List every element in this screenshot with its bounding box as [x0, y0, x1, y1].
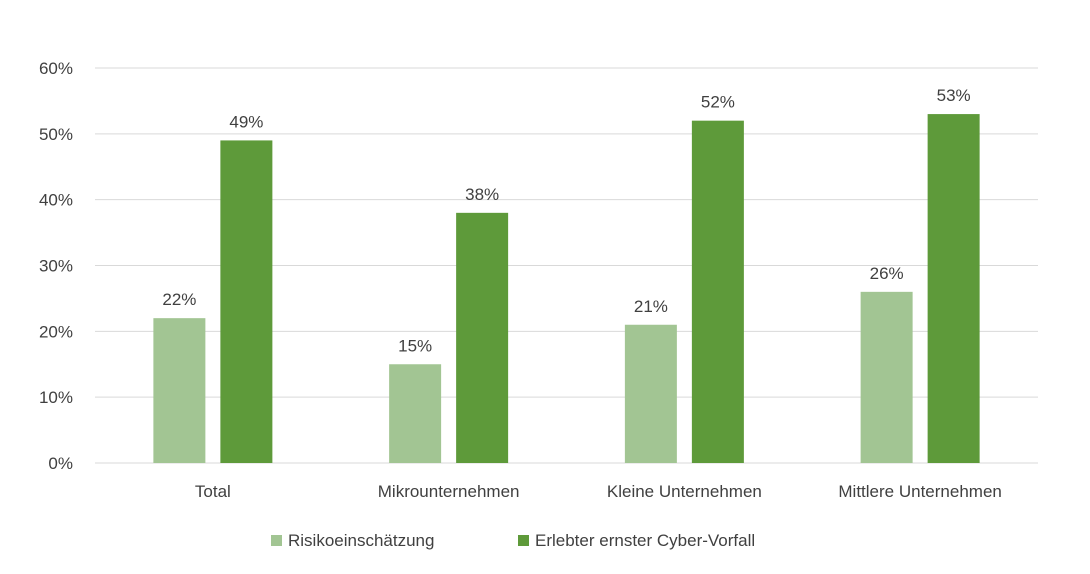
- bar: [456, 212, 509, 463]
- bar: [153, 318, 206, 463]
- data-label: 21%: [634, 297, 668, 316]
- bar: [389, 364, 442, 463]
- bars: [153, 114, 980, 464]
- y-tick-label: 60%: [39, 59, 73, 78]
- bar: [220, 140, 273, 463]
- data-label: 49%: [229, 112, 263, 131]
- legend: Risikoeinschätzung Erlebter ernster Cyber…: [271, 531, 755, 550]
- bar: [927, 114, 980, 463]
- x-tick-label: Total: [195, 482, 231, 501]
- y-tick-label: 40%: [39, 191, 73, 210]
- data-label: 52%: [701, 93, 735, 112]
- y-tick-label: 0%: [48, 454, 73, 473]
- y-tick-label: 30%: [39, 257, 73, 276]
- data-label: 26%: [870, 264, 904, 283]
- data-label: 38%: [465, 185, 499, 204]
- legend-swatch: [518, 535, 529, 546]
- x-tick-label: Kleine Unternehmen: [607, 482, 762, 501]
- legend-label: Risikoeinschätzung: [288, 531, 434, 550]
- y-axis: 0% 10% 20% 30% 40% 50% 60%: [39, 59, 73, 473]
- data-labels: 22% 49% 15% 38% 21% 52% 26% 53%: [162, 86, 970, 355]
- legend-label: Erlebter ernster Cyber-Vorfall: [535, 531, 755, 550]
- y-tick-label: 50%: [39, 125, 73, 144]
- x-tick-label: Mikrounternehmen: [378, 482, 520, 501]
- y-tick-label: 20%: [39, 322, 73, 341]
- bar: [860, 291, 913, 463]
- data-label: 53%: [937, 86, 971, 105]
- x-axis: Total Mikrounternehmen Kleine Unternehmen M…: [195, 482, 1002, 501]
- bar: [691, 120, 744, 464]
- legend-swatch: [271, 535, 282, 546]
- bar: [624, 324, 677, 463]
- data-label: 22%: [162, 290, 196, 309]
- y-tick-label: 10%: [39, 388, 73, 407]
- x-tick-label: Mittlere Unternehmen: [838, 482, 1001, 501]
- data-label: 15%: [398, 336, 432, 355]
